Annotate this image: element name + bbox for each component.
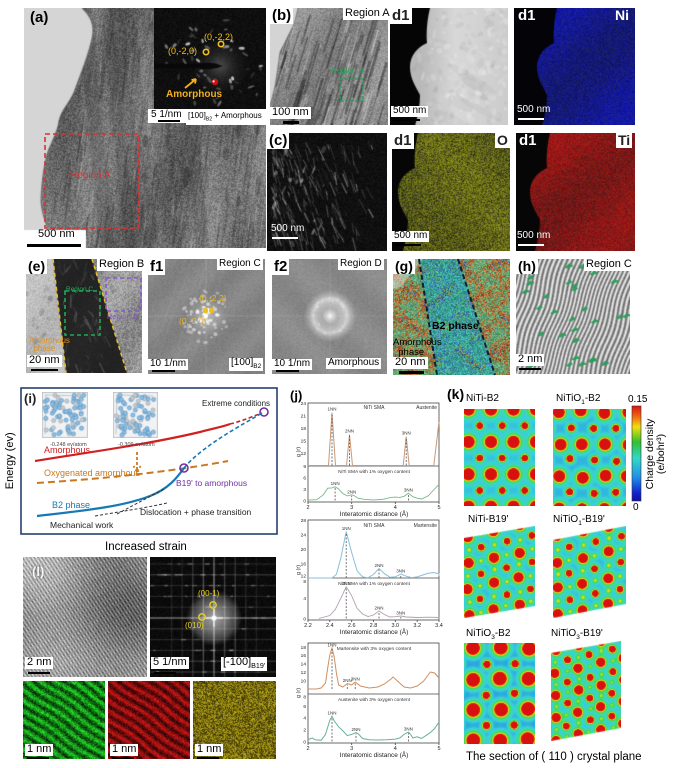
svg-text:3: 3: [350, 505, 353, 511]
svg-text:Oxygenated amorphous: Oxygenated amorphous: [44, 468, 141, 478]
svg-text:16: 16: [301, 653, 307, 659]
svg-text:-0.248 ev/atom: -0.248 ev/atom: [50, 442, 87, 448]
svg-text:18: 18: [301, 426, 307, 432]
svg-text:2: 2: [303, 728, 306, 734]
svg-text:3.0: 3.0: [391, 623, 399, 629]
svg-text:-0.309 ev/atom: -0.309 ev/atom: [118, 442, 155, 448]
svg-text:16: 16: [301, 561, 307, 567]
svg-text:3NN: 3NN: [396, 569, 405, 574]
svg-text:14: 14: [301, 662, 307, 668]
svg-text:2.8: 2.8: [370, 623, 378, 629]
svg-text:4: 4: [394, 505, 397, 511]
svg-text:g (r): g (r): [296, 688, 302, 698]
svg-text:2NN: 2NN: [374, 563, 383, 568]
svg-text:g (r): g (r): [296, 447, 302, 457]
svg-text:3NN: 3NN: [402, 431, 411, 436]
svg-text:1NN: 1NN: [342, 581, 351, 586]
svg-text:2.4: 2.4: [326, 623, 334, 629]
svg-text:8: 8: [303, 579, 306, 585]
svg-text:B19' to amorphous: B19' to amorphous: [176, 478, 247, 488]
svg-text:6: 6: [303, 704, 306, 710]
svg-text:3: 3: [303, 487, 306, 493]
svg-text:3NN: 3NN: [404, 488, 413, 493]
svg-text:Austenite: Austenite: [416, 405, 437, 411]
svg-text:Extreme conditions: Extreme conditions: [202, 399, 270, 408]
svg-text:Mechanical work: Mechanical work: [50, 520, 114, 530]
svg-text:15: 15: [301, 439, 307, 445]
svg-text:Martensite: Martensite: [414, 523, 438, 529]
svg-text:0: 0: [303, 616, 306, 622]
svg-text:28: 28: [301, 518, 307, 524]
svg-text:3: 3: [350, 746, 353, 752]
svg-text:Austenite with 3% oxygen conte: Austenite with 3% oxygen content: [338, 697, 411, 703]
svg-text:2.6: 2.6: [348, 623, 356, 629]
svg-text:2NN: 2NN: [351, 727, 360, 732]
svg-text:12: 12: [301, 451, 307, 457]
svg-text:Dislocation + phase transition: Dislocation + phase transition: [140, 507, 252, 517]
svg-text:2: 2: [306, 746, 309, 752]
svg-text:6: 6: [303, 475, 306, 481]
svg-text:Interatomic distance (Å): Interatomic distance (Å): [340, 509, 409, 518]
svg-text:9: 9: [303, 464, 306, 470]
svg-text:NiTi SMA with 1% oxygen conten: NiTi SMA with 1% oxygen content: [338, 581, 410, 587]
svg-text:4: 4: [303, 596, 306, 602]
svg-text:B2 phase: B2 phase: [52, 500, 90, 510]
svg-text:5: 5: [437, 505, 440, 511]
svg-text:3.4: 3.4: [435, 623, 443, 629]
svg-text:0: 0: [303, 739, 306, 745]
svg-text:1NN: 1NN: [342, 526, 351, 531]
svg-text:1NN: 1NN: [327, 643, 336, 648]
svg-text:NiTi SMA: NiTi SMA: [364, 523, 386, 529]
svg-text:21: 21: [301, 413, 307, 419]
svg-text:1NN: 1NN: [331, 481, 340, 486]
svg-text:2NN: 2NN: [345, 429, 354, 434]
svg-text:3NN: 3NN: [351, 677, 360, 682]
svg-text:8: 8: [303, 695, 306, 701]
svg-text:5: 5: [437, 746, 440, 752]
svg-text:Amorphous: Amorphous: [44, 445, 91, 455]
svg-text:2: 2: [306, 505, 309, 511]
svg-text:2.2: 2.2: [304, 623, 312, 629]
svg-text:2NN: 2NN: [343, 678, 352, 683]
svg-text:12: 12: [301, 670, 307, 676]
svg-text:g (r): g (r): [296, 565, 302, 575]
svg-text:3NN: 3NN: [404, 727, 413, 732]
svg-text:Interatomic distance (Å): Interatomic distance (Å): [340, 627, 409, 636]
svg-text:NiTi SMA: NiTi SMA: [364, 405, 386, 411]
svg-text:3NN: 3NN: [396, 611, 405, 616]
svg-text:18: 18: [301, 645, 307, 651]
svg-text:Martensite with 3% oxygen cont: Martensite with 3% oxygen content: [337, 646, 412, 652]
svg-text:20: 20: [301, 547, 307, 553]
svg-text:NiTi SMA with 1% oxygen conten: NiTi SMA with 1% oxygen content: [338, 469, 410, 475]
svg-text:1NN: 1NN: [327, 711, 336, 716]
svg-text:0: 0: [303, 498, 306, 504]
svg-text:24: 24: [301, 532, 307, 538]
svg-text:2NN: 2NN: [374, 605, 383, 610]
svg-text:12: 12: [301, 574, 307, 580]
svg-text:3.2: 3.2: [413, 623, 421, 629]
svg-text:4: 4: [394, 746, 397, 752]
svg-text:4: 4: [303, 716, 306, 722]
svg-text:Interatomic distance (Å): Interatomic distance (Å): [340, 750, 409, 759]
svg-text:10: 10: [301, 678, 307, 684]
svg-text:2NN: 2NN: [347, 489, 356, 494]
svg-text:1NN: 1NN: [327, 407, 336, 412]
